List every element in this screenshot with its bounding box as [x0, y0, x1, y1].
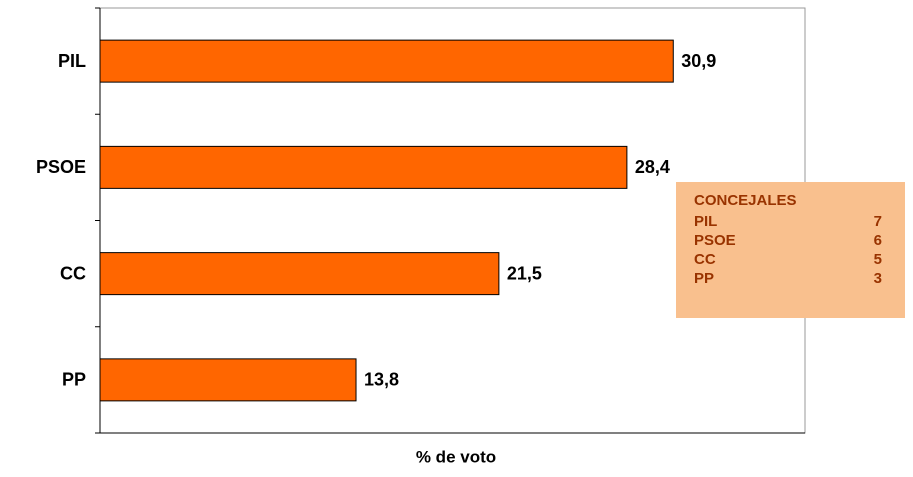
data-label: 28,4 — [635, 157, 670, 177]
seats-count: 6 — [874, 232, 882, 249]
seats-count: 3 — [874, 270, 882, 287]
seats-party: CC — [694, 251, 716, 268]
data-label: 13,8 — [364, 370, 399, 390]
seats-title: CONCEJALES — [694, 192, 797, 209]
bar — [99, 252, 500, 296]
seats-count: 5 — [874, 251, 882, 268]
y-tick-label: PIL — [58, 51, 86, 71]
y-tick-label: PP — [62, 370, 86, 390]
seats-party: PIL — [694, 213, 717, 230]
y-tick-label: PSOE — [36, 157, 86, 177]
seats-party: PP — [694, 270, 714, 287]
data-label: 21,5 — [507, 263, 542, 283]
seats-count: 7 — [874, 213, 882, 230]
seats-box — [676, 182, 905, 318]
bar — [99, 39, 674, 83]
seats-party: PSOE — [694, 232, 736, 249]
x-axis-label: % de voto — [416, 447, 496, 466]
y-tick-label: CC — [60, 263, 86, 283]
bar — [99, 358, 357, 402]
bar — [99, 145, 628, 189]
data-label: 30,9 — [681, 51, 716, 71]
